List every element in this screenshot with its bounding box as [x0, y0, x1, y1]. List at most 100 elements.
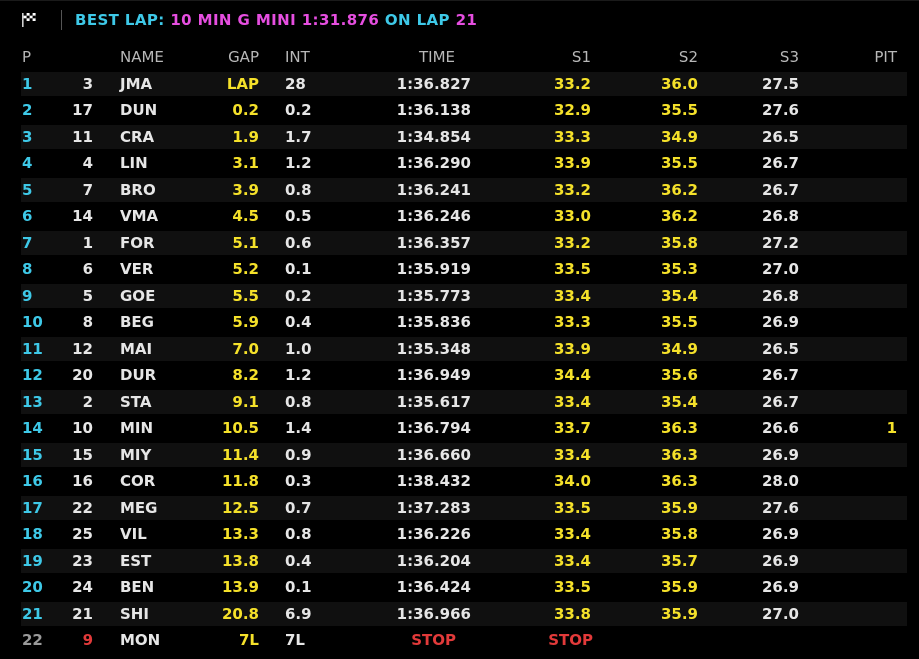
table-row[interactable]: 4 4 LIN 3.1 1.2 1:36.290 33.9 35.5 26.7: [0, 150, 919, 177]
row-car-number: 24: [72, 578, 93, 596]
row-car-number: 5: [82, 286, 93, 305]
row-gap: 3.9: [232, 180, 259, 199]
col-header-s2[interactable]: S2: [678, 48, 698, 66]
table-row[interactable]: 2 17 DUN 0.2 0.2 1:36.138 32.9 35.5 27.6: [0, 97, 919, 124]
row-gap: 3.1: [232, 154, 259, 172]
row-interval: 0.7: [285, 498, 312, 517]
row-driver-name: SHI: [120, 604, 149, 623]
row-driver-name: VMA: [120, 207, 159, 225]
col-header-position[interactable]: P: [22, 48, 32, 66]
row-sector-2: 35.9: [660, 578, 698, 596]
table-row[interactable]: 20 24 BEN 13.9 0.1 1:36.424 33.5 35.9 26.9: [0, 574, 919, 601]
row-pit-count: [850, 389, 897, 416]
row-gap: 1.9: [232, 127, 259, 146]
row-sector-3: 27.5: [761, 74, 799, 93]
table-row[interactable]: 6 14 VMA 4.5 0.5 1:36.246 33.0 36.2 26.8: [0, 203, 919, 230]
row-sector-1: 32.9: [553, 101, 591, 119]
row-sector-2: 35.9: [660, 604, 698, 623]
row-sector-1: 33.0: [553, 207, 591, 225]
row-position: 11: [22, 339, 43, 358]
row-sector-2: 35.5: [660, 101, 698, 119]
row-driver-name: DUN: [120, 101, 158, 119]
table-row[interactable]: 11 12 MAI 7.0 1.0 1:35.348 33.9 34.9 26.5: [0, 336, 919, 363]
table-row[interactable]: 5 7 BRO 3.9 0.8 1:36.241 33.2 36.2 26.7: [0, 177, 919, 204]
table-row[interactable]: 3 11 CRA 1.9 1.7 1:34.854 33.3 34.9 26.5: [0, 124, 919, 151]
row-interval: 0.2: [285, 101, 312, 119]
row-sector-3: 26.5: [761, 339, 799, 358]
row-car-number: 20: [72, 366, 93, 384]
row-interval: 0.5: [285, 207, 312, 225]
row-sector-3: 26.7: [761, 392, 799, 411]
table-row[interactable]: 21 21 SHI 20.8 6.9 1:36.966 33.8 35.9 27.0: [0, 601, 919, 628]
table-row[interactable]: 10 8 BEG 5.9 0.4 1:35.836 33.3 35.5 26.9: [0, 309, 919, 336]
table-row[interactable]: 22 9 MON 7L 7L STOP STOP: [0, 627, 919, 654]
row-gap: 4.5: [232, 207, 259, 225]
row-sector-3: 27.6: [761, 498, 799, 517]
row-sector-3: 26.9: [761, 578, 799, 596]
table-row[interactable]: 18 25 VIL 13.3 0.8 1:36.226 33.4 35.8 26.9: [0, 521, 919, 548]
table-row[interactable]: 1 3 JMA LAP 28 1:36.827 33.2 36.0 27.5: [0, 71, 919, 98]
table-row[interactable]: 15 15 MIY 11.4 0.9 1:36.660 33.4 36.3 26.9: [0, 442, 919, 469]
table-row[interactable]: 13 2 STA 9.1 0.8 1:35.617 33.4 35.4 26.7: [0, 389, 919, 416]
row-lap-time: 1:36.966: [396, 604, 471, 623]
col-header-s3[interactable]: S3: [779, 48, 799, 66]
col-header-time[interactable]: TIME: [418, 48, 455, 66]
row-lap-time: STOP: [411, 631, 456, 649]
row-driver-name: BEG: [120, 313, 154, 331]
row-sector-1: 34.4: [553, 366, 591, 384]
row-pit-count: [850, 362, 897, 389]
row-sector-1: 33.4: [553, 551, 591, 570]
table-row[interactable]: 17 22 MEG 12.5 0.7 1:37.283 33.5 35.9 27.6: [0, 495, 919, 522]
row-driver-name: STA: [120, 392, 152, 411]
table-row[interactable]: 9 5 GOE 5.5 0.2 1:35.773 33.4 35.4 26.8: [0, 283, 919, 310]
row-pit-count: [850, 283, 897, 310]
row-driver-name: DUR: [120, 366, 157, 384]
row-position: 6: [22, 207, 33, 225]
checkered-flag-icon: [22, 13, 36, 27]
table-row[interactable]: 16 16 COR 11.8 0.3 1:38.432 34.0 36.3 28.0: [0, 468, 919, 495]
row-driver-name: BEN: [120, 578, 155, 596]
row-pit-count: 1: [886, 419, 897, 437]
row-sector-3: 27.6: [761, 101, 799, 119]
row-sector-1: 33.4: [553, 525, 591, 543]
row-pit-count: [850, 468, 897, 495]
table-row[interactable]: 12 20 DUR 8.2 1.2 1:36.949 34.4 35.6 26.7: [0, 362, 919, 389]
row-sector-2: 36.2: [660, 207, 698, 225]
row-sector-2: 35.8: [660, 233, 698, 252]
col-header-s1[interactable]: S1: [571, 48, 591, 66]
row-gap: 10.5: [221, 419, 259, 437]
row-interval: 7L: [285, 631, 305, 649]
row-lap-time: 1:36.827: [396, 74, 471, 93]
row-sector-2: 34.9: [660, 127, 698, 146]
row-sector-2: 35.4: [660, 286, 698, 305]
table-row[interactable]: 8 6 VER 5.2 0.1 1:35.919 33.5 35.3 27.0: [0, 256, 919, 283]
row-interval: 1.0: [285, 339, 312, 358]
row-sector-1: STOP: [548, 631, 593, 649]
table-row[interactable]: 19 23 EST 13.8 0.4 1:36.204 33.4 35.7 26.9: [0, 548, 919, 575]
row-sector-2: 36.3: [660, 445, 698, 464]
row-driver-name: LIN: [120, 154, 148, 172]
row-driver-name: MIY: [120, 445, 152, 464]
col-header-pit[interactable]: PIT: [874, 48, 897, 66]
table-row[interactable]: 14 10 MIN 10.5 1.4 1:36.794 33.7 36.3 26.6 1: [0, 415, 919, 442]
row-gap: 11.8: [221, 472, 259, 490]
col-header-gap[interactable]: GAP: [228, 48, 259, 66]
row-sector-1: 33.7: [553, 419, 591, 437]
row-gap: 7L: [239, 631, 259, 649]
row-position: 14: [22, 419, 43, 437]
table-row[interactable]: 7 1 FOR 5.1 0.6 1:36.357 33.2 35.8 27.2: [0, 230, 919, 257]
row-position: 18: [22, 525, 43, 543]
row-lap-time: 1:36.949: [396, 366, 471, 384]
row-car-number: 21: [72, 604, 93, 623]
row-lap-time: 1:36.290: [396, 154, 471, 172]
row-driver-name: VIL: [120, 525, 147, 543]
row-driver-name: CRA: [120, 127, 155, 146]
row-interval: 1.7: [285, 127, 312, 146]
col-header-name[interactable]: NAME: [120, 48, 164, 66]
row-lap-time: 1:36.241: [396, 180, 471, 199]
row-sector-2: 34.9: [660, 339, 698, 358]
col-header-interval[interactable]: INT: [285, 48, 310, 66]
row-car-number: 1: [82, 233, 93, 252]
row-sector-3: 27.0: [761, 604, 799, 623]
row-sector-2: 35.4: [660, 392, 698, 411]
